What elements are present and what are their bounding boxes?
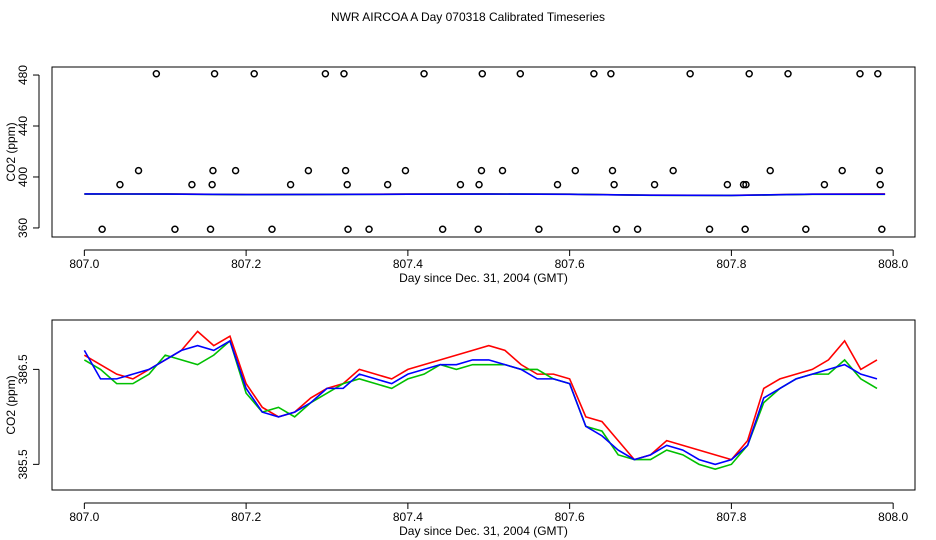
data-point: [766, 166, 774, 175]
y-tick-label: 385.5: [16, 449, 30, 479]
x-tick-label: 808.0: [878, 257, 908, 271]
x-axis-label: Day since Dec. 31, 2004 (GMT): [399, 271, 568, 285]
chart-title: NWR AIRCOA A Day 070318 Calibrated Times…: [331, 10, 605, 24]
data-point: [610, 180, 618, 189]
x-tick-label: 807.6: [555, 510, 585, 524]
data-point: [343, 180, 351, 189]
x-tick-label: 807.4: [393, 257, 423, 271]
data-point: [340, 70, 348, 78]
data-point: [474, 225, 482, 233]
data-point: [477, 166, 486, 175]
data-point: [383, 180, 392, 189]
data-point: [438, 225, 447, 233]
x-tick-label: 807.0: [69, 510, 99, 524]
data-point: [856, 70, 864, 78]
data-point: [171, 225, 179, 233]
data-point: [820, 180, 829, 189]
data-point: [98, 225, 106, 233]
data-point: [250, 70, 258, 78]
data-point: [571, 166, 580, 175]
plot-frame: [51, 66, 916, 238]
data-point: [209, 166, 217, 175]
data-point: [741, 225, 749, 233]
data-point: [188, 180, 196, 189]
data-point: [607, 70, 615, 78]
data-point: [321, 70, 330, 78]
data-point: [286, 180, 295, 189]
data-point: [535, 225, 543, 233]
data-point: [650, 180, 659, 189]
data-point: [686, 70, 694, 78]
y-tick-label: 400: [16, 167, 30, 187]
y-tick-label: 440: [16, 116, 30, 136]
data-point: [612, 225, 621, 233]
data-point: [478, 70, 487, 78]
data-point: [420, 70, 428, 78]
y-axis-label: CO2 (ppm): [4, 122, 18, 181]
y-tick-label: 360: [16, 218, 30, 238]
data-point: [304, 166, 313, 175]
data-point: [876, 180, 884, 189]
data-point: [723, 180, 732, 189]
x-tick-label: 807.4: [393, 510, 423, 524]
data-point: [475, 180, 483, 189]
data-point: [705, 225, 714, 233]
data-point: [590, 70, 598, 78]
data-point: [875, 166, 884, 175]
data-point: [152, 70, 161, 78]
data-point: [206, 225, 215, 233]
x-tick-label: 807.8: [716, 257, 746, 271]
data-point: [344, 225, 352, 233]
data-point: [401, 166, 410, 175]
data-line: [83, 330, 878, 461]
data-point: [669, 166, 677, 175]
data-point: [633, 225, 642, 233]
data-point: [838, 166, 846, 175]
data-point: [745, 70, 753, 78]
data-point: [498, 166, 507, 175]
x-axis-label: Day since Dec. 31, 2004 (GMT): [399, 524, 568, 538]
data-point: [268, 225, 276, 233]
plot-frame: [51, 319, 916, 491]
y-axis-label: CO2 (ppm): [4, 375, 18, 434]
data-point: [802, 225, 810, 233]
x-tick-label: 807.2: [231, 510, 261, 524]
data-line: [84, 193, 886, 197]
y-tick-label: 480: [16, 65, 30, 85]
data-point: [742, 180, 750, 189]
data-point: [878, 225, 886, 233]
x-tick-label: 807.0: [69, 257, 99, 271]
data-point: [116, 180, 124, 189]
data-point: [210, 70, 219, 78]
data-point: [365, 225, 373, 233]
data-point: [231, 166, 240, 175]
y-tick-label: 386.5: [16, 354, 30, 384]
data-point: [784, 70, 792, 78]
data-point: [516, 70, 525, 78]
data-point: [739, 180, 748, 189]
data-line: [83, 339, 878, 466]
data-point: [553, 180, 562, 189]
data-point: [134, 166, 143, 175]
data-point: [874, 70, 882, 78]
x-tick-label: 807.2: [231, 257, 261, 271]
data-point: [341, 166, 350, 175]
x-tick-label: 807.6: [555, 257, 585, 271]
data-point: [208, 180, 216, 189]
x-tick-label: 808.0: [878, 510, 908, 524]
data-point: [608, 166, 617, 175]
x-tick-label: 807.8: [716, 510, 746, 524]
data-point: [456, 180, 465, 189]
